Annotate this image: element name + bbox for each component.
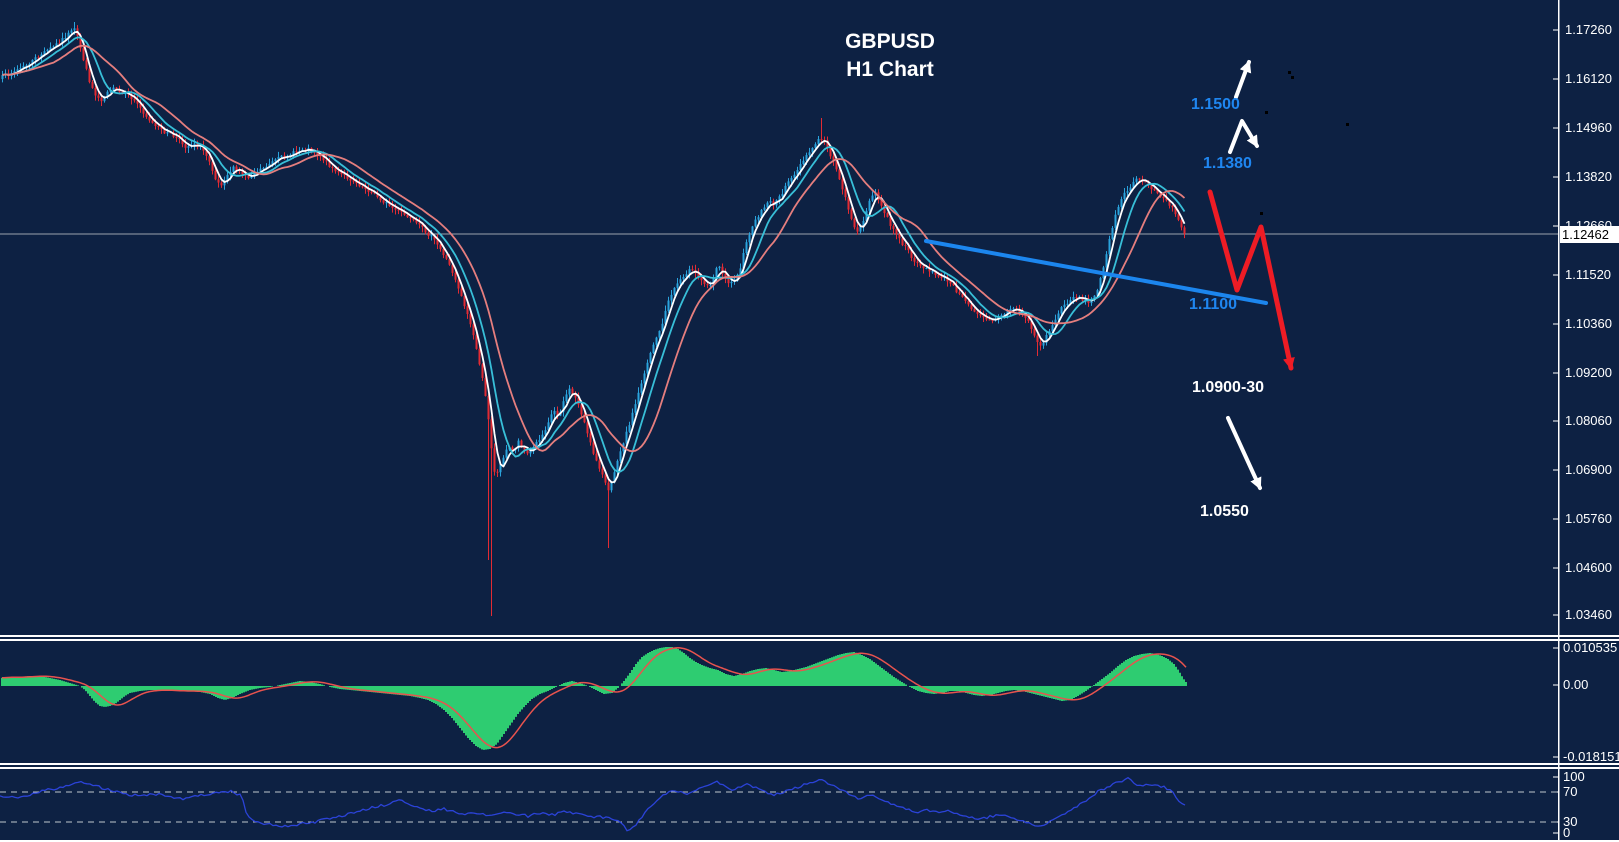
price-axis-label: 1.05760 (1565, 511, 1612, 526)
price-axis-label: 1.13820 (1565, 169, 1612, 184)
osma-axis-label: 0.00 (1563, 677, 1589, 692)
stray-dot (1288, 71, 1291, 74)
ma-fast (2, 30, 1186, 484)
price-axis-label: 1.14960 (1565, 120, 1612, 135)
price-axis-label: 1.17260 (1565, 22, 1612, 37)
price-axis-label: 1.16120 (1565, 71, 1612, 86)
price-axis-label: 1.03460 (1565, 607, 1612, 622)
rsi-axis-label: 0 (1563, 825, 1571, 840)
price-level-annotation: 1.1500 (1191, 96, 1240, 113)
annotations-layer (924, 60, 1295, 490)
price-axis-label: 1.08060 (1565, 413, 1612, 428)
candles-layer (1, 22, 1186, 616)
moving-averages-layer (2, 30, 1186, 484)
rsi-line (0, 776, 1186, 832)
white-arrow-2 (1228, 119, 1259, 154)
price-axis-label: 1.12660 (1565, 218, 1612, 233)
red-arrow-3 (1207, 189, 1295, 371)
current-price-tag: 1.12462 (1560, 226, 1619, 243)
rsi-axis-label: 70 (1563, 784, 1578, 799)
current-price-value: 1.12462 (1562, 227, 1609, 242)
price-axis-label: 1.11520 (1565, 267, 1612, 282)
osma-signal-line (1, 647, 1187, 749)
price-level-annotation: 1.1380 (1203, 155, 1252, 172)
price-level-annotation: 1.0550 (1200, 503, 1249, 520)
white-arrow-1 (1234, 60, 1252, 99)
chart-symbol-title: GBPUSD (845, 30, 935, 53)
stray-dot (1291, 76, 1294, 79)
price-axis-label: 1.09200 (1565, 365, 1612, 380)
rsi-layer (0, 776, 1558, 832)
price-axis-label: 1.06900 (1565, 462, 1612, 477)
stray-dot (1260, 212, 1263, 215)
price-axis-label: 1.10360 (1565, 316, 1612, 331)
descending-trendline (924, 239, 1268, 305)
stray-dot (1346, 123, 1349, 126)
ma-slow (2, 44, 1186, 453)
price-level-annotation: 1.1100 (1189, 296, 1238, 313)
osma-axis-label: -0.018151 (1563, 749, 1619, 764)
white-arrow-4 (1226, 416, 1262, 490)
price-level-annotation: 1.0900-30 (1192, 379, 1265, 396)
price-axis-label: 1.04600 (1565, 560, 1612, 575)
osma-axis-label: 0.010535 (1563, 640, 1618, 655)
chart-timeframe-title: H1 Chart (846, 58, 934, 81)
rsi-axis-label: 100 (1563, 769, 1585, 784)
chart-title: GBPUSD H1 Chart (745, 28, 1035, 84)
rsi-axis-label: 30 (1563, 814, 1578, 829)
stray-dot (1265, 111, 1268, 114)
osma-layer (1, 647, 1187, 750)
